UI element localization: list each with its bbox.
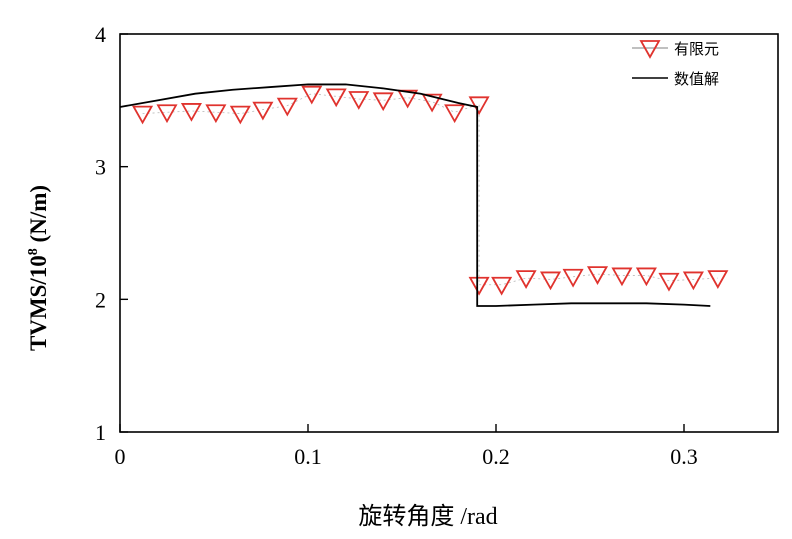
y-axis-title-main: TVMS/10 (26, 255, 51, 351)
fem-point-marker (348, 91, 370, 110)
x-tick-label: 0.1 (294, 444, 322, 469)
fem-point-marker (611, 267, 633, 287)
y-axis-title-exponent: 8 (26, 248, 41, 255)
fem-point-marker (132, 105, 154, 125)
fem-point-marker (539, 271, 562, 291)
legend-fem-label: 有限元 (674, 40, 719, 58)
fem-point-marker (252, 101, 274, 121)
series-fem-connector (142, 93, 718, 286)
fem-point-marker (562, 268, 584, 288)
fem-point-marker (468, 96, 490, 116)
x-tick-label: 0.2 (482, 444, 510, 469)
fem-point-marker (658, 272, 680, 292)
fem-point-marker (180, 103, 202, 122)
y-tick-label: 1 (95, 420, 106, 445)
fem-point-marker (515, 270, 537, 289)
fem-point-marker (229, 105, 251, 125)
x-axis-title: 旋转角度 /rad (358, 503, 497, 530)
x-tick-label: 0 (115, 444, 126, 469)
plot-series (119, 83, 729, 307)
plot-frame (119, 33, 779, 433)
fem-point-marker (491, 276, 513, 296)
ticks: 0 0.1 0.2 0.3 1 2 3 4 (95, 22, 698, 469)
legend: 有限元 数值解 (632, 40, 719, 88)
fem-point-marker (325, 88, 347, 108)
fem-point-marker (205, 104, 227, 124)
legend-analytic-label: 数值解 (674, 70, 719, 88)
series-analytic-line (119, 83, 711, 307)
fem-point-marker (682, 271, 704, 291)
fem-point-marker (444, 104, 466, 124)
fem-point-marker (635, 267, 657, 287)
fem-point-marker (301, 85, 323, 105)
fem-point-marker (707, 270, 729, 289)
fem-point-marker (397, 89, 419, 109)
axes (119, 33, 779, 433)
legend-fem-marker (639, 40, 661, 59)
y-tick-label: 3 (95, 155, 106, 180)
y-axis-title: TVMS/108 (N/m) (26, 185, 51, 351)
fem-point-marker (156, 104, 178, 124)
fem-point-marker (276, 97, 298, 117)
fem-point-marker (586, 266, 609, 285)
x-tick-label: 0.3 (670, 444, 698, 469)
y-axis-title-unit: (N/m) (26, 185, 51, 248)
fem-point-marker (468, 276, 490, 296)
fem-point-marker (421, 93, 443, 113)
fem-point-marker (372, 92, 394, 112)
y-tick-label: 4 (95, 22, 106, 47)
y-tick-label: 2 (95, 287, 106, 312)
